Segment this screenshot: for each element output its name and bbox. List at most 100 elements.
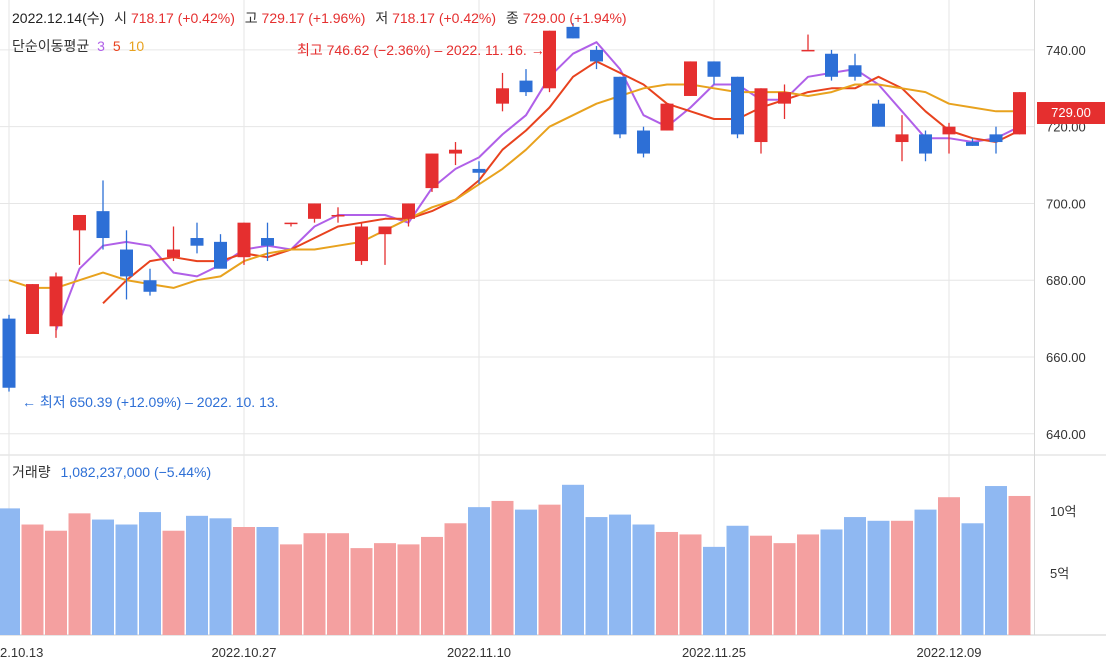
candle-body (989, 134, 1003, 143)
volume-bar (632, 524, 655, 635)
price-tick-label: 660.00 (1046, 350, 1086, 365)
candle-body (96, 211, 110, 239)
volume-bar (726, 525, 749, 635)
candle-body (190, 238, 204, 246)
date-tick-label: 2.10.13 (0, 645, 43, 660)
volume-bar (21, 524, 44, 635)
high-label: 고 (244, 10, 258, 26)
candle (472, 161, 486, 185)
candle-body (425, 153, 439, 189)
candle-body (331, 214, 345, 217)
arrow-left-icon: ← (22, 394, 36, 410)
candle-body (801, 49, 815, 52)
candle (754, 88, 768, 154)
candle (966, 138, 979, 146)
candle-body (637, 130, 650, 154)
candle (519, 69, 533, 96)
candles (2, 23, 1026, 392)
min-annotation: ← 최저 650.39 (+12.09%) – 2022. 10. 13. (22, 392, 279, 412)
candle (73, 214, 86, 265)
volume-tick-label: 5억 (1050, 566, 1069, 581)
candle-body (496, 88, 509, 104)
candle-body (472, 168, 486, 173)
candle (26, 284, 39, 334)
candle (1013, 92, 1026, 135)
ma-period-3: 3 (97, 38, 105, 54)
volume-bar (820, 529, 843, 635)
volume-bar (139, 512, 161, 635)
volume-bar (1008, 495, 1031, 635)
volume-bar (327, 533, 349, 635)
candle-body (26, 284, 39, 334)
date-tick-label: 2022.12.09 (916, 645, 981, 660)
volume-bar (656, 531, 678, 635)
candle (378, 226, 392, 265)
volume-bar (938, 497, 960, 635)
candle (261, 222, 274, 262)
candle (143, 268, 157, 296)
candle (778, 84, 791, 120)
candle-body (237, 222, 251, 258)
candle (942, 122, 956, 154)
candle (801, 34, 815, 52)
volume-bar (350, 548, 373, 635)
candle (425, 153, 439, 192)
volume-bar (867, 520, 890, 635)
candle-body (543, 30, 556, 89)
candle (543, 30, 556, 93)
candle-body (214, 241, 227, 269)
candle (214, 234, 227, 269)
candle-body (73, 214, 86, 231)
volume-bars (0, 484, 1031, 635)
moving-average-legend[interactable]: 단순이동평균 3 5 10 (12, 36, 144, 56)
candle (167, 226, 180, 262)
price-tick-label: 680.00 (1046, 273, 1086, 288)
price-tick-label: 740.00 (1046, 43, 1086, 58)
volume-bar (914, 509, 937, 635)
candle (449, 142, 462, 166)
volume-bar (515, 509, 537, 635)
candle-body (731, 76, 744, 135)
candle (684, 61, 697, 96)
moving-average-lines (8, 41, 1020, 331)
candle-body (566, 26, 580, 39)
candle-body (284, 222, 298, 225)
candle-body (261, 238, 274, 246)
candle-body (120, 249, 133, 277)
volume-bar (115, 524, 138, 635)
moving-average-10 (8, 83, 1020, 289)
open-label: 시 (114, 10, 128, 26)
candle (637, 126, 650, 158)
candle (496, 72, 509, 112)
low-value: 718.17 (+0.42%) (392, 10, 497, 26)
candle-body (449, 149, 462, 154)
volume-bar (844, 517, 866, 635)
volume-bar (538, 504, 561, 635)
candle-body (848, 65, 862, 77)
candle-body (355, 226, 368, 262)
ohlc-header: 2022.12.14(수) 시 718.17 (+0.42%) 고 729.17… (12, 8, 627, 28)
candle (49, 272, 63, 338)
candle (355, 222, 368, 265)
volume-value: 1,082,237,000 (−5.44%) (60, 464, 212, 480)
volume-bar (209, 518, 232, 635)
candle-body (402, 203, 415, 219)
candle (660, 103, 674, 131)
volume-bar (186, 515, 208, 635)
arrow-right-icon: → (530, 42, 545, 58)
volume-label: 거래량 (12, 464, 51, 480)
candle-body (919, 134, 932, 154)
candle-body (167, 249, 180, 258)
candle (284, 222, 298, 227)
candle-body (49, 276, 63, 327)
candle (872, 99, 885, 127)
volume-bar (92, 519, 114, 635)
max-annotation: 최고 746.62 (−2.36%) – 2022. 11. 16. → (297, 40, 545, 60)
candle (848, 53, 862, 81)
candle (402, 203, 415, 227)
volume-bar (585, 517, 608, 635)
candle (566, 23, 580, 39)
volume-tick-label: 10억 (1050, 504, 1076, 519)
volume-bar (421, 536, 443, 635)
